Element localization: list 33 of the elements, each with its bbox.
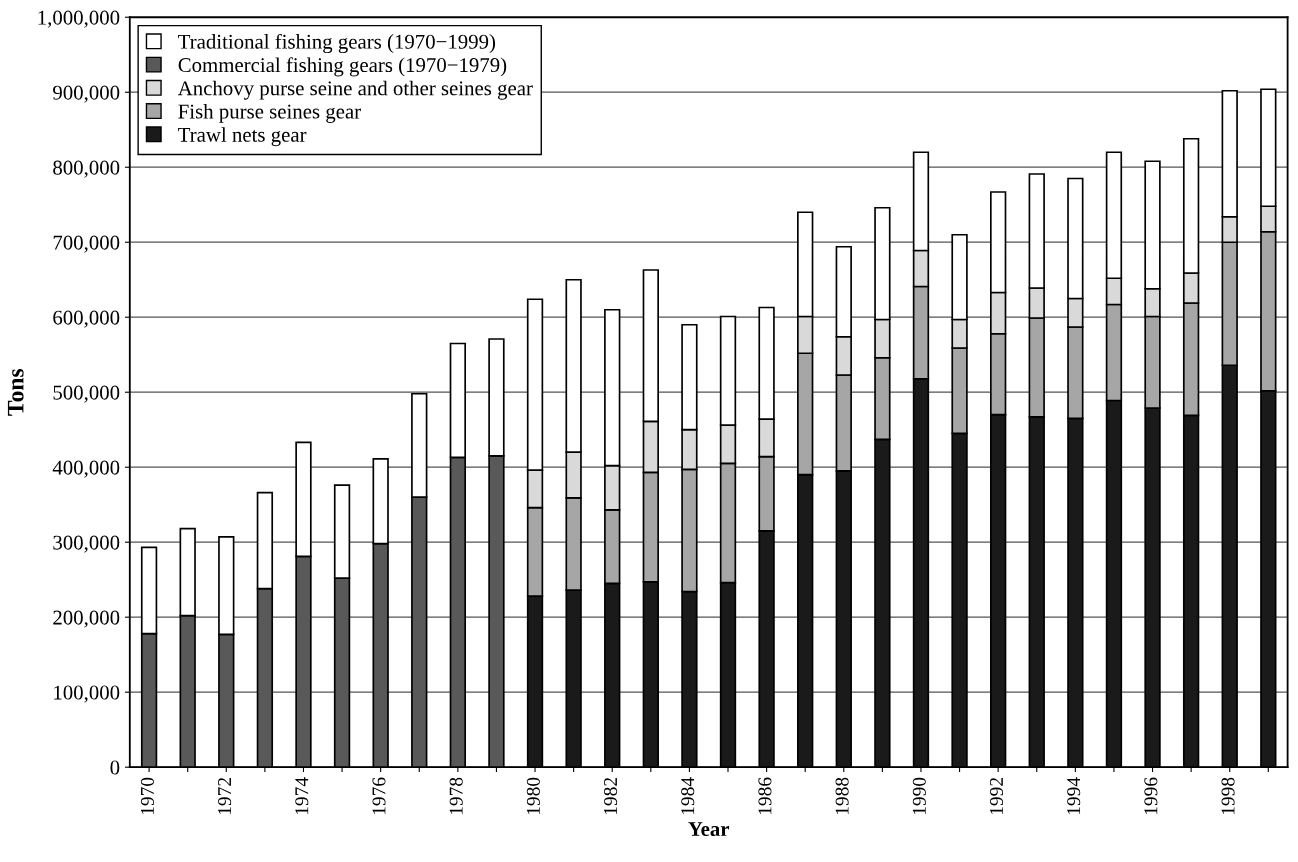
x-tick-label: 1994 xyxy=(1067,777,1081,815)
legend-label: Anchovy purse seine and other seines gear xyxy=(177,80,533,100)
legend-label: Commercial fishing gears (1970−1979) xyxy=(178,57,507,77)
y-tick-label: 800,000 xyxy=(53,160,120,178)
legend-label: Trawl nets gear xyxy=(178,127,307,147)
y-tick-label: 300,000 xyxy=(53,535,120,553)
y-tick-label: 1,000,000 xyxy=(38,10,120,28)
x-tick-label: 1972 xyxy=(218,777,232,815)
x-tick-label: 1984 xyxy=(681,777,695,815)
y-tick-label: 0 xyxy=(110,760,120,775)
legend-label: Traditional fishing gears (1970−1999) xyxy=(178,33,496,54)
x-tick-label: 1974 xyxy=(295,777,309,815)
y-tick-label: 200,000 xyxy=(53,610,120,628)
legend-label: Fish purse seines gear xyxy=(178,103,361,123)
y-tick-label: 100,000 xyxy=(54,685,120,703)
x-tick-label: 1986 xyxy=(758,777,772,815)
x-tick-label: 1976 xyxy=(372,777,386,815)
x-axis-title: Year xyxy=(688,822,730,837)
x-tick-label: 1970 xyxy=(140,777,154,815)
y-tick-label: 400,000 xyxy=(52,460,120,478)
y-tick-label: 500,000 xyxy=(53,385,120,403)
x-tick-label: 1998 xyxy=(1221,777,1235,815)
y-tick-label: 600,000 xyxy=(53,310,120,328)
x-tick-label: 1980 xyxy=(526,777,540,815)
x-tick-label: 1996 xyxy=(1144,777,1158,815)
x-tick-label: 1990 xyxy=(912,777,926,815)
x-tick-label: 1978 xyxy=(449,777,463,815)
y-tick-label: 700,000 xyxy=(53,235,120,253)
x-tick-label: 1982 xyxy=(603,777,618,815)
x-tick-label: 1992 xyxy=(989,777,1004,815)
x-tick-label: 1988 xyxy=(835,777,849,815)
y-axis-title: Tons xyxy=(7,368,24,416)
y-tick-label: 900,000 xyxy=(53,85,120,103)
